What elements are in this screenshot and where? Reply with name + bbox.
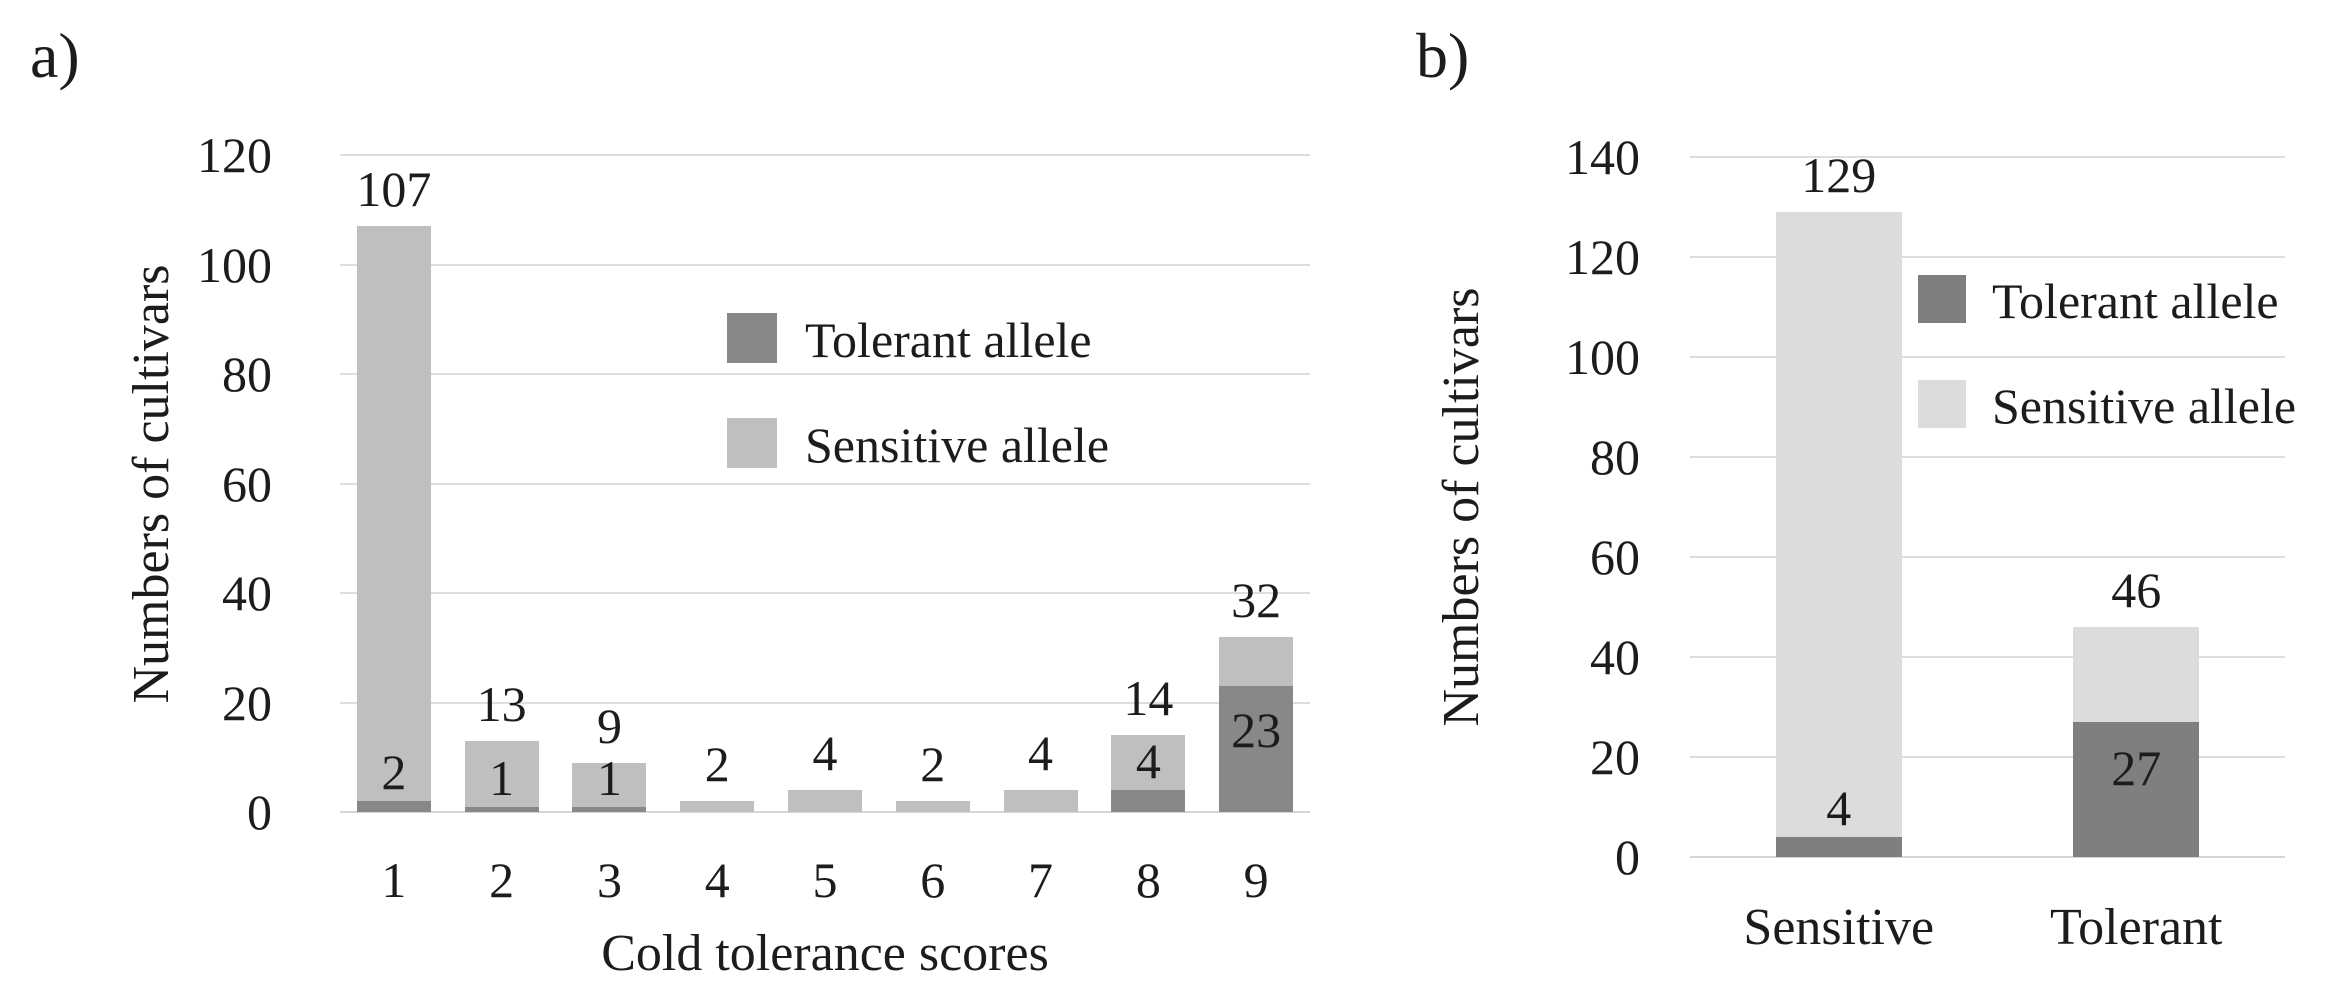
y-tick-label: 40: [222, 565, 272, 621]
y-tick-label: 0: [1615, 829, 1640, 885]
bar-total-label: 107: [356, 161, 432, 218]
bar-total-label: 46: [2111, 562, 2162, 618]
bar-total-label: 4: [1028, 725, 1054, 782]
legend-swatch-tolerant: [1918, 275, 1966, 323]
bar-segment-label: 2: [381, 744, 407, 801]
legend-swatch-sensitive: [727, 418, 777, 468]
bar-segment-sensitive: [1219, 636, 1294, 687]
x-tick-label: 7: [1028, 852, 1054, 908]
gridline: [340, 592, 1310, 594]
panel-a-label: a): [30, 20, 80, 91]
bar-segment-label: 4: [1135, 733, 1161, 790]
bar-segment-tolerant: [1219, 686, 1294, 812]
legend-label: Sensitive allele: [805, 417, 1110, 473]
gridline: [1690, 756, 2285, 758]
bar-segment-sensitive: [356, 226, 431, 802]
y-tick-label: 120: [1565, 229, 1640, 285]
y-tick-label: 20: [222, 674, 272, 731]
bar-segment-sensitive: [1775, 212, 1902, 837]
y-tick-label: 60: [222, 455, 272, 512]
x-tick-label: 9: [1243, 852, 1269, 908]
bar-total-label: 129: [1801, 147, 1877, 203]
bar-segment-label: 1: [489, 749, 515, 806]
bar-segment-label: 1: [596, 749, 622, 806]
x-tick-label: 5: [812, 852, 838, 908]
bar-segment-sensitive: [680, 801, 755, 812]
gridline: [340, 701, 1310, 704]
gridline: [1690, 256, 2285, 258]
bar-total-label: 14: [1123, 670, 1174, 727]
legend-label: Tolerant allele: [1992, 273, 2279, 329]
bar-total-label: 2: [920, 736, 946, 793]
bar-segment-label: 27: [2111, 740, 2162, 797]
bar-total-label: 9: [596, 697, 622, 754]
gridline: [1690, 356, 2285, 358]
y-tick-label: 20: [1590, 729, 1640, 785]
y-tick-label: 40: [1590, 629, 1640, 685]
gridline: [1690, 456, 2285, 458]
bar-total-label: 4: [812, 725, 838, 782]
bar-segment-label: 23: [1231, 702, 1282, 759]
x-tick-label: 6: [920, 852, 946, 908]
x-tick-label: Tolerant: [2049, 899, 2223, 956]
y-tick-label: 120: [197, 127, 272, 183]
y-tick-label: 60: [1590, 529, 1640, 585]
gridline: [340, 482, 1310, 485]
gridline: [340, 373, 1310, 375]
bar-segment-sensitive: [1111, 735, 1186, 791]
y-tick-label: 80: [222, 346, 272, 402]
bar-total-label: 13: [476, 675, 527, 732]
bar-segment-tolerant: [2073, 722, 2200, 857]
x-tick-label: 8: [1135, 852, 1161, 908]
bar-segment-tolerant: [356, 801, 431, 812]
bar-segment-sensitive: [572, 762, 647, 807]
bar-segment-tolerant: [464, 806, 539, 812]
panel-a-x-axis-title: Cold tolerance scores: [601, 925, 1049, 982]
bar-segment-sensitive: [788, 790, 862, 812]
gridline: [340, 154, 1310, 156]
x-tick-label: 3: [596, 852, 622, 908]
x-tick-label: Sensitive: [1743, 899, 1935, 956]
legend-label: Tolerant allele: [805, 312, 1092, 368]
x-tick-label: 4: [704, 852, 730, 908]
bar-total-label: 32: [1231, 571, 1282, 628]
bar-segment-tolerant: [1111, 790, 1186, 812]
bar-segment-sensitive: [1003, 790, 1078, 812]
gridline: [1690, 156, 2285, 158]
y-tick-label: 80: [1590, 429, 1640, 485]
x-axis-line: [1690, 856, 2285, 858]
bar-segment-sensitive: [2073, 627, 2200, 722]
y-tick-label: 0: [247, 784, 272, 840]
y-tick-label: 100: [1565, 329, 1640, 385]
gridline: [1690, 556, 2285, 558]
y-tick-label: 140: [1565, 129, 1640, 185]
bar-segment-sensitive: [895, 801, 970, 812]
bar-segment-tolerant: [572, 806, 647, 812]
legend-swatch-sensitive: [1918, 380, 1966, 428]
legend-swatch-tolerant: [727, 313, 777, 363]
gridline: [1690, 656, 2285, 658]
bar-total-label: 2: [704, 736, 730, 793]
bar-segment-sensitive: [464, 740, 539, 807]
x-tick-label: 2: [489, 852, 515, 908]
panel-b-label: b): [1416, 20, 1470, 91]
legend-label: Sensitive allele: [1992, 378, 2297, 434]
bar-segment-label: 4: [1826, 780, 1852, 836]
x-tick-label: 1: [381, 852, 407, 908]
gridline: [340, 263, 1310, 266]
y-tick-label: 100: [197, 236, 272, 293]
bar-segment-tolerant: [1775, 837, 1902, 857]
x-axis-line: [340, 811, 1310, 813]
